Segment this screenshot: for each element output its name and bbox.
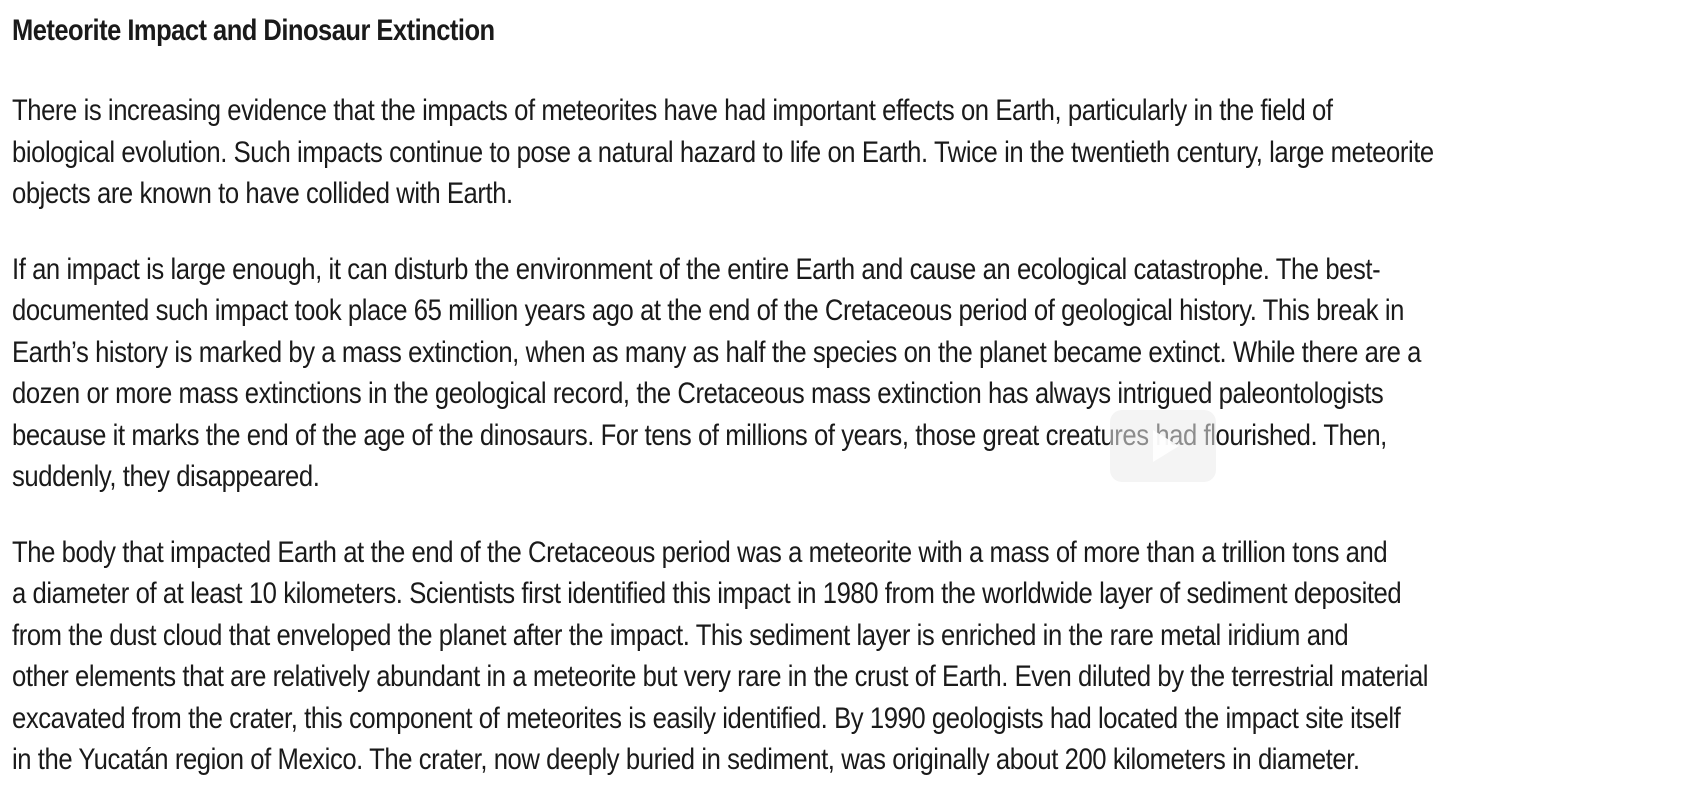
paragraph-2: If an impact is large enough, it can dis…	[12, 249, 1679, 498]
text-line: in the Yucatán region of Mexico. The cra…	[12, 743, 1360, 776]
text-line: The body that impacted Earth at the end …	[12, 535, 1388, 569]
text-line: from the dust cloud that enveloped the p…	[12, 618, 1349, 652]
document-title: Meteorite Impact and Dinosaur Extinction	[12, 14, 495, 47]
play-icon	[1153, 430, 1179, 462]
document-body: There is increasing evidence that the im…	[12, 90, 1679, 781]
text-line: because it marks the end of the age of t…	[12, 418, 1387, 452]
text-line: a diameter of at least 10 kilometers. Sc…	[12, 577, 1402, 610]
text-line: other elements that are relatively abund…	[12, 660, 1429, 693]
text-line: documented such impact took place 65 mil…	[12, 294, 1404, 327]
text-line: excavated from the crater, this componen…	[12, 701, 1401, 735]
paragraph-3: The body that impacted Earth at the end …	[12, 532, 1679, 781]
text-line: suddenly, they disappeared.	[12, 460, 320, 493]
text-line: There is increasing evidence that the im…	[12, 94, 1333, 127]
play-button[interactable]	[1110, 410, 1216, 482]
text-line: biological evolution. Such impacts conti…	[12, 135, 1434, 169]
text-line: If an impact is large enough, it can dis…	[12, 252, 1381, 286]
text-line: objects are known to have collided with …	[12, 177, 513, 210]
text-line: dozen or more mass extinctions in the ge…	[12, 377, 1384, 410]
text-line: Earth’s history is marked by a mass exti…	[12, 335, 1422, 369]
paragraph-1: There is increasing evidence that the im…	[12, 90, 1679, 215]
